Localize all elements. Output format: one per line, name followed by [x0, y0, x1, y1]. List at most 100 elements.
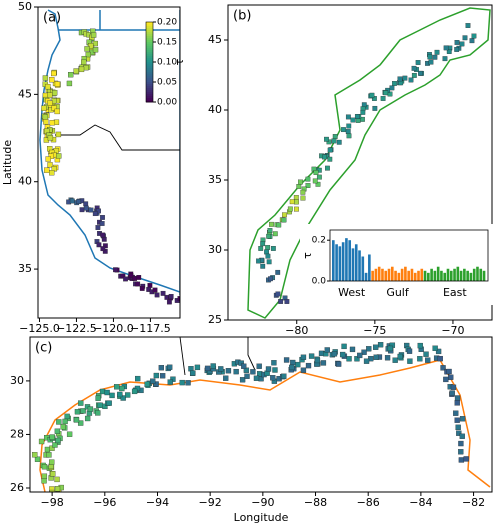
- cell: [66, 80, 73, 87]
- cell: [54, 476, 60, 483]
- cell: [341, 127, 346, 133]
- cell: [454, 400, 460, 406]
- cell: [289, 199, 295, 205]
- bar: [374, 268, 378, 281]
- cell: [322, 154, 327, 160]
- inset-frame: [329, 229, 489, 282]
- cell: [265, 253, 271, 259]
- cell: [119, 385, 125, 392]
- bar: [341, 242, 345, 281]
- cell: [458, 449, 464, 455]
- cell: [256, 363, 262, 369]
- cell: [320, 360, 327, 366]
- cell: [380, 96, 386, 101]
- cell: [102, 243, 108, 249]
- axes-frame: [227, 4, 493, 321]
- cell: [123, 276, 128, 282]
- bar: [482, 270, 486, 281]
- bar: [368, 254, 371, 281]
- cell: [46, 452, 52, 458]
- cell: [331, 138, 337, 144]
- colorbar-step: [146, 70, 153, 73]
- cell: [51, 90, 58, 96]
- bar: [358, 250, 361, 281]
- bar: [387, 268, 391, 281]
- bar: [479, 268, 483, 281]
- cell: [435, 348, 442, 355]
- cell: [349, 346, 356, 353]
- colorbar-step: [146, 72, 153, 75]
- cell: [350, 117, 356, 123]
- y-tick-label: 25: [208, 313, 222, 326]
- cell: [327, 156, 333, 162]
- colorbar-tick-label: 0.10: [157, 58, 177, 68]
- cell: [459, 416, 466, 422]
- cell: [454, 47, 460, 52]
- cell: [361, 102, 367, 108]
- colorbar-step: [146, 84, 153, 87]
- cell: [49, 445, 55, 451]
- cell: [449, 390, 455, 396]
- cell: [125, 392, 131, 398]
- y-axis-label: τ: [301, 252, 314, 259]
- bar: [381, 268, 384, 281]
- colorbar-step: [146, 94, 153, 97]
- bar: [384, 270, 388, 281]
- cell: [136, 275, 142, 280]
- cell: [331, 351, 338, 357]
- y-tick-label: 28: [10, 427, 24, 440]
- x-tick-label: −122.5: [56, 322, 97, 335]
- border: [58, 10, 180, 295]
- cell: [80, 408, 86, 414]
- map-layer: [247, 7, 491, 319]
- colorbar-step: [146, 36, 153, 39]
- cell: [223, 375, 229, 381]
- cell: [92, 40, 98, 47]
- cell: [300, 354, 307, 360]
- cell: [49, 170, 55, 176]
- cell: [305, 183, 311, 188]
- cell: [51, 70, 57, 77]
- y-tick-label: 45: [18, 87, 32, 100]
- cell: [45, 156, 51, 162]
- cell: [167, 379, 173, 385]
- x-tick-label: −90: [251, 496, 274, 509]
- cell: [256, 258, 261, 264]
- colorbar-step: [146, 82, 153, 85]
- colorbar-step: [146, 60, 153, 63]
- cell: [97, 402, 103, 408]
- cell: [417, 356, 423, 362]
- cell: [60, 424, 66, 430]
- cell: [455, 424, 461, 431]
- colorbar-step: [146, 40, 153, 43]
- cell: [253, 375, 260, 381]
- cell: [428, 59, 434, 65]
- cell: [265, 366, 272, 372]
- cell: [407, 358, 413, 364]
- cell: [134, 385, 141, 392]
- y-tick-label: 30: [10, 374, 24, 387]
- cell: [397, 76, 403, 82]
- cell: [81, 59, 87, 66]
- cell: [66, 431, 73, 437]
- cell: [450, 384, 457, 390]
- cell: [102, 248, 108, 254]
- cell: [233, 368, 239, 375]
- cell: [241, 363, 247, 369]
- cell: [204, 365, 211, 372]
- colorbar-step: [146, 58, 153, 61]
- cell: [50, 471, 56, 477]
- cell: [402, 75, 408, 81]
- cell: [442, 56, 448, 62]
- x-tick-label: −94: [146, 496, 169, 509]
- cell: [440, 365, 446, 371]
- bar: [476, 266, 479, 281]
- cell: [266, 233, 272, 239]
- colorbar-tick-label: 0.15: [157, 38, 177, 48]
- cell: [387, 345, 394, 352]
- cell: [363, 358, 370, 364]
- y-tick-label: 50: [18, 0, 32, 13]
- cell: [373, 354, 379, 360]
- colorbar-step: [146, 38, 153, 41]
